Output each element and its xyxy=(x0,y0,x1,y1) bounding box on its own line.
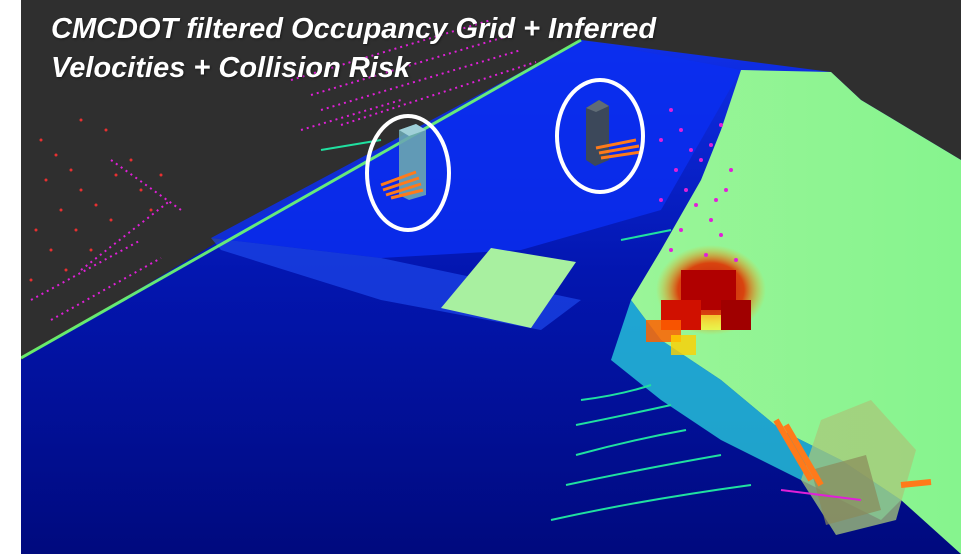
collision-risk-zone xyxy=(646,245,766,355)
title-line-1: CMCDOT filtered Occupancy Grid + Inferre… xyxy=(51,13,657,45)
floor-border-left xyxy=(21,38,582,360)
occupancy-grid-viewport[interactable]: CMCDOT filtered Occupancy Grid + Inferre… xyxy=(21,0,961,554)
pedestrian-highlight-2[interactable] xyxy=(555,78,645,194)
tracked-pedestrian-1 xyxy=(380,124,426,200)
tracked-pedestrian-2 xyxy=(586,100,642,166)
lidar-points-magenta-left xyxy=(30,19,537,321)
lidar-points-magenta-right xyxy=(659,108,738,262)
lidar-points-ground xyxy=(320,139,752,521)
pedestrian-highlight-1[interactable] xyxy=(365,114,451,232)
grid-far-strip xyxy=(211,40,741,258)
free-space-patch xyxy=(441,248,576,328)
ego-vehicle xyxy=(773,400,932,535)
title-line-2: Velocities + Collision Risk xyxy=(51,52,411,84)
lidar-trace-ego xyxy=(780,489,862,501)
occupancy-grid-scene xyxy=(21,0,961,554)
overlay-title: CMCDOT filtered Occupancy Grid + Inferre… xyxy=(51,10,656,88)
lidar-points-wall xyxy=(29,118,163,282)
